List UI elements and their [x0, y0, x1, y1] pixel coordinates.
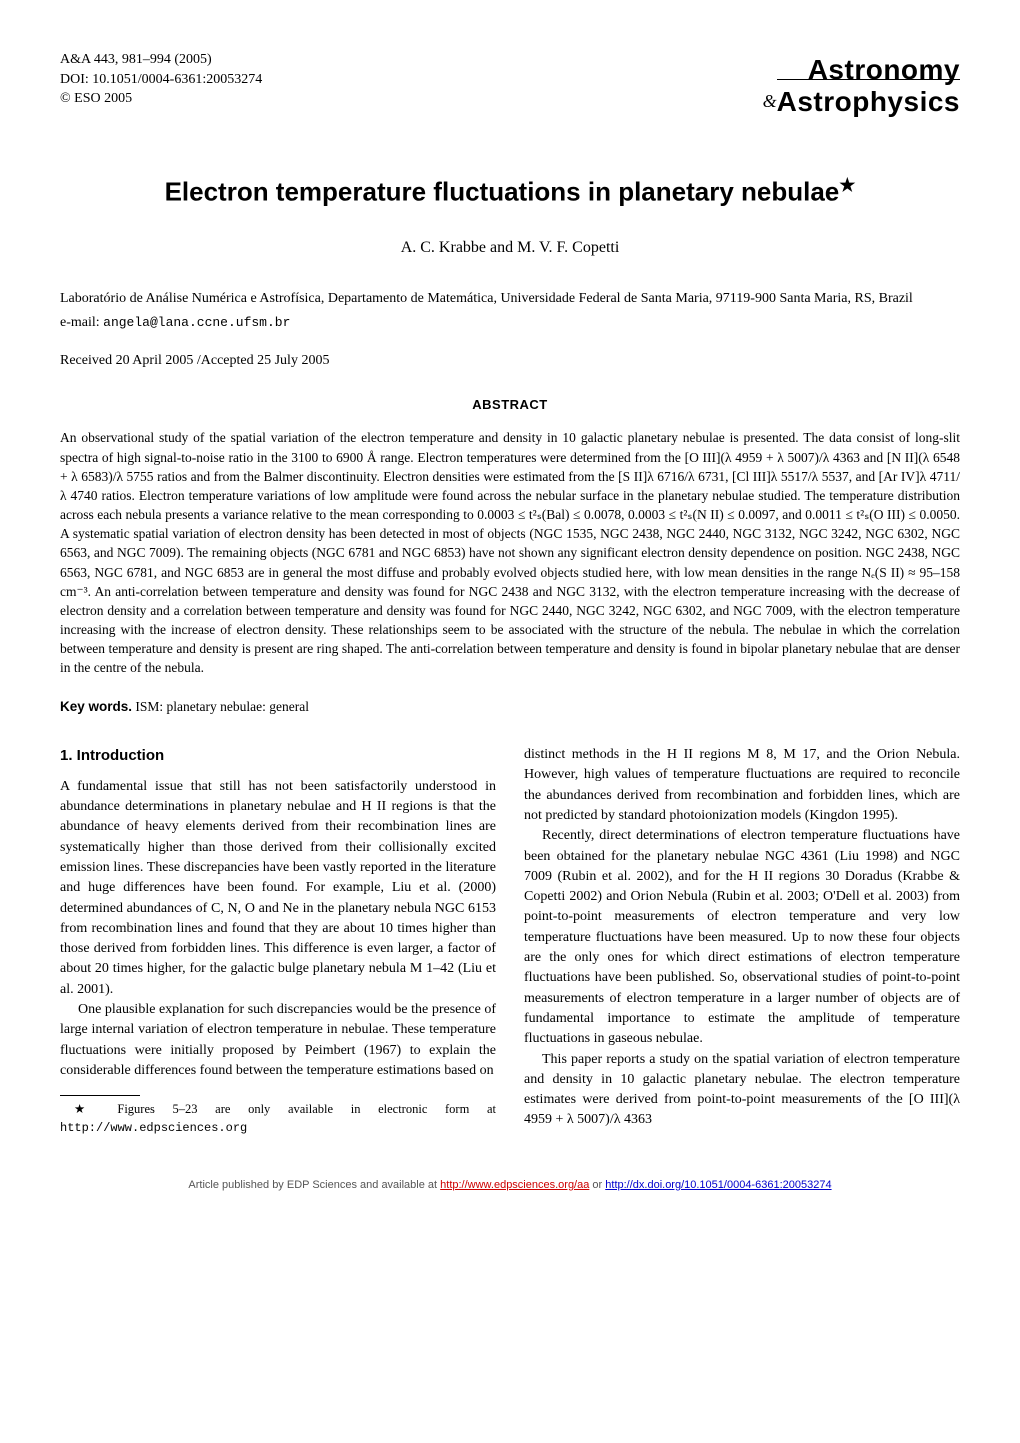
footer-link-2[interactable]: http://dx.doi.org/10.1051/0004-6361:2005… — [605, 1179, 831, 1191]
title-text: Electron temperature fluctuations in pla… — [165, 177, 840, 207]
col1-p1: A fundamental issue that still has not b… — [60, 777, 496, 1000]
affiliation: Laboratório de Análise Numérica e Astrof… — [60, 289, 960, 309]
dates: Received 20 April 2005 /Accepted 25 July… — [60, 351, 960, 371]
col2-p1: distinct methods in the H II regions M 8… — [524, 745, 960, 826]
header-row: A&A 443, 981–994 (2005) DOI: 10.1051/000… — [60, 50, 960, 122]
footer-or: or — [589, 1179, 605, 1191]
logo-astrophysics: Astrophysics — [777, 79, 960, 123]
footer-prefix: Article published by EDP Sciences and av… — [188, 1179, 440, 1191]
footnote: ★ Figures 5–23 are only available in ele… — [60, 1100, 496, 1138]
keywords-label: Key words. — [60, 699, 132, 714]
abstract-body: An observational study of the spatial va… — [60, 428, 960, 677]
footnote-url: http://www.edpsciences.org — [60, 1121, 247, 1135]
journal-info: A&A 443, 981–994 (2005) DOI: 10.1051/000… — [60, 50, 262, 109]
keywords-text: ISM: planetary nebulae: general — [132, 699, 309, 714]
column-right: distinct methods in the H II regions M 8… — [524, 745, 960, 1138]
journal-logo: Astronomy &Astrophysics — [763, 50, 960, 122]
email-line: e-mail: angela@lana.ccne.ufsm.br — [60, 313, 960, 333]
footer-link-1[interactable]: http://www.edpsciences.org/aa — [440, 1179, 589, 1191]
footnote-star: ★ — [74, 1102, 100, 1116]
email-address: angela@lana.ccne.ufsm.br — [103, 315, 290, 330]
col2-p3: This paper reports a study on the spatia… — [524, 1050, 960, 1131]
col1-p2: One plausible explanation for such discr… — [60, 1000, 496, 1081]
keywords: Key words. ISM: planetary nebulae: gener… — [60, 697, 960, 717]
body-columns: 1. Introduction A fundamental issue that… — [60, 745, 960, 1138]
column-left: 1. Introduction A fundamental issue that… — [60, 745, 496, 1138]
col2-p2: Recently, direct determinations of elect… — [524, 826, 960, 1049]
footnote-rule — [60, 1095, 140, 1096]
section-1-heading: 1. Introduction — [60, 745, 496, 767]
abstract-heading: ABSTRACT — [60, 396, 960, 415]
paper-title: Electron temperature fluctuations in pla… — [60, 172, 960, 211]
footnote-text: Figures 5–23 are only available in elect… — [100, 1102, 496, 1116]
email-label: e-mail: — [60, 315, 103, 330]
logo-ampersand: & — [763, 91, 777, 111]
title-footnote-star: ★ — [839, 175, 855, 195]
journal-citation: A&A 443, 981–994 (2005) — [60, 50, 262, 70]
footer: Article published by EDP Sciences and av… — [60, 1178, 960, 1194]
copyright: © ESO 2005 — [60, 89, 262, 109]
doi: DOI: 10.1051/0004-6361:20053274 — [60, 70, 262, 90]
authors: A. C. Krabbe and M. V. F. Copetti — [60, 236, 960, 259]
